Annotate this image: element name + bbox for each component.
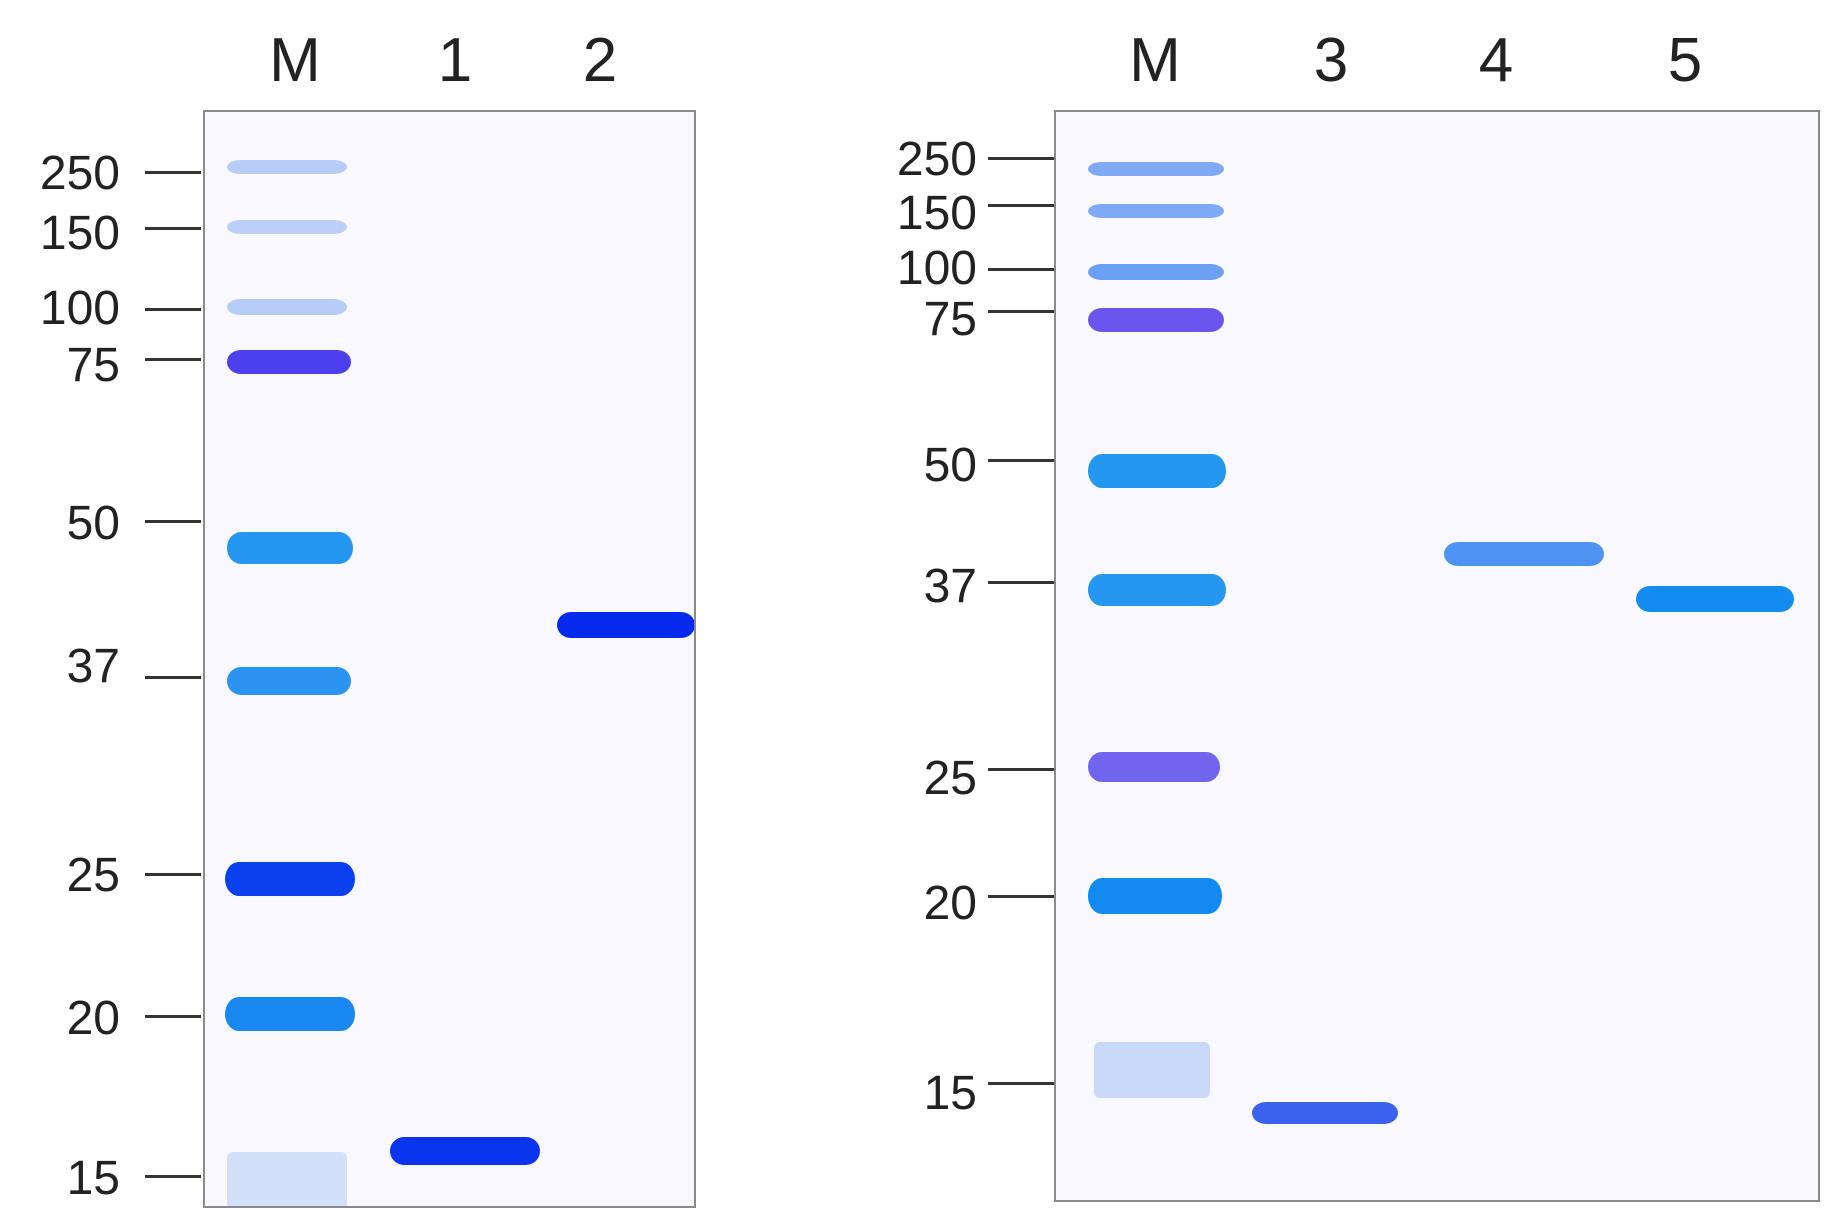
lane-label-m: M [269,26,321,95]
tick-15 [145,1175,201,1178]
mw-label-50: 50 [923,439,977,492]
marker-band-50 [227,532,353,564]
marker-band-100 [1088,264,1224,280]
tick-50 [145,520,201,523]
lane-label-3: 3 [1313,26,1349,95]
marker-band-25 [225,862,355,896]
marker-band-37 [1088,574,1226,606]
left-gel-image [203,110,696,1208]
lane-label-2: 2 [582,26,618,95]
tick-150 [988,204,1054,207]
tick-250 [988,157,1054,160]
marker-band-20 [225,997,355,1031]
mw-label-250: 250 [896,133,977,186]
tick-50 [988,459,1054,462]
lane-1-band [390,1137,540,1165]
lane-2-band [557,612,694,638]
marker-band-50 [1088,454,1226,488]
lane-3-band [1252,1102,1398,1124]
tick-25 [988,768,1054,771]
tick-37 [988,581,1054,584]
marker-band-150 [1088,204,1224,218]
mw-label-25: 25 [923,752,977,805]
tick-37 [145,676,201,679]
mw-label-100: 100 [896,242,977,295]
tick-75 [145,358,201,361]
mw-label-100: 100 [39,282,120,335]
marker-band-20 [1088,878,1222,914]
tick-75 [988,310,1054,313]
marker-band-100 [227,299,347,315]
right-gel-panel: M 3 4 5 250 150 100 75 50 37 25 20 15 [720,0,1841,1222]
marker-band-75 [227,350,351,374]
mw-label-50: 50 [66,497,120,550]
lane-label-m: M [1129,26,1181,95]
marker-band-150 [227,220,347,234]
mw-label-150: 150 [896,187,977,240]
mw-label-25: 25 [66,849,120,902]
tick-25 [145,873,201,876]
marker-band-75 [1088,308,1224,332]
tick-15 [988,1082,1054,1085]
mw-label-20: 20 [66,992,120,1045]
lane-label-1: 1 [437,26,473,95]
tick-20 [988,895,1054,898]
marker-band-15 [227,1152,347,1206]
left-gel-panel: M 1 2 250 150 100 75 50 37 25 20 15 [0,0,720,1222]
tick-20 [145,1015,201,1018]
mw-label-15: 15 [923,1067,977,1120]
tick-250 [145,171,201,174]
marker-band-15 [1094,1042,1210,1098]
tick-150 [145,227,201,230]
lane-5-band [1636,586,1794,612]
lane-label-4: 4 [1478,26,1514,95]
mw-label-20: 20 [923,877,977,930]
mw-label-37: 37 [66,640,120,693]
marker-band-37 [227,667,351,695]
mw-label-37: 37 [923,560,977,613]
lane-4-band [1444,542,1604,566]
tick-100 [988,268,1054,271]
marker-band-250 [1088,162,1224,176]
marker-band-25 [1088,752,1220,782]
mw-label-75: 75 [66,339,120,392]
lane-label-5: 5 [1667,26,1703,95]
mw-label-250: 250 [39,147,120,200]
tick-100 [145,308,201,311]
right-gel-image [1054,110,1820,1202]
mw-label-15: 15 [66,1152,120,1205]
mw-label-150: 150 [39,207,120,260]
mw-label-75: 75 [923,293,977,346]
marker-band-250 [227,160,347,174]
